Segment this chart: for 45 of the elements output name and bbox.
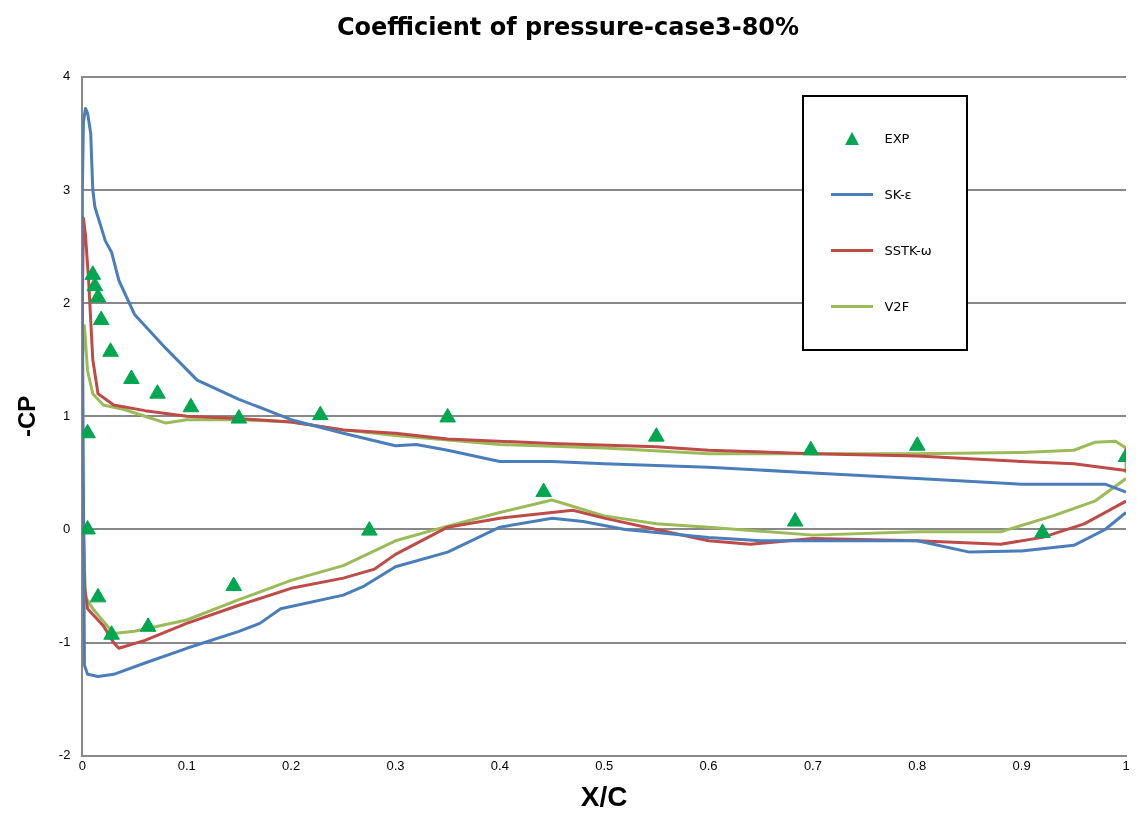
y-tick-label: 1 xyxy=(63,407,71,423)
x-tick-label: 1 xyxy=(1122,758,1130,774)
y-tick-label: 0 xyxy=(63,521,71,537)
y-tick-label: 3 xyxy=(63,181,71,197)
point xyxy=(230,409,248,424)
x-tick-label: 0.6 xyxy=(699,758,718,774)
point xyxy=(92,310,110,326)
x-tick-label: 0.8 xyxy=(908,758,927,774)
x-tick-label: 0.5 xyxy=(595,758,614,774)
point xyxy=(102,342,119,357)
y-axis-title: -CP xyxy=(13,395,41,437)
y-tick-label: -1 xyxy=(58,634,71,650)
point xyxy=(786,512,804,527)
point xyxy=(648,427,665,442)
point xyxy=(103,625,120,640)
y-tick-label: 4 xyxy=(63,68,71,84)
x-tick-label: 0.2 xyxy=(282,758,301,774)
legend-label: SK-ε xyxy=(884,187,912,203)
point xyxy=(225,576,242,592)
legend-label: EXP xyxy=(884,131,910,147)
legend-label: SSTK-ω xyxy=(884,243,932,259)
x-tick-label: 0.9 xyxy=(1012,758,1031,774)
point xyxy=(139,617,157,632)
point xyxy=(802,440,820,456)
point xyxy=(535,482,552,498)
x-axis-title: X/C xyxy=(580,780,628,812)
x-tick-label: 0.4 xyxy=(490,758,509,774)
chart-title: Coefficient of pressure-case3-80% xyxy=(336,12,800,41)
point xyxy=(182,397,200,413)
point xyxy=(908,436,926,451)
point xyxy=(149,384,166,399)
point xyxy=(84,265,102,280)
x-tick-label: 0.3 xyxy=(386,758,405,774)
point xyxy=(439,407,456,423)
y-tick-label: 2 xyxy=(63,294,71,310)
point xyxy=(361,521,378,536)
x-tick-label: 0 xyxy=(78,758,86,774)
y-tick-label: -2 xyxy=(58,747,71,763)
point xyxy=(1034,523,1051,538)
point xyxy=(312,405,329,421)
x-tick-label: 0.7 xyxy=(803,758,822,774)
point xyxy=(123,369,140,384)
point xyxy=(89,587,107,603)
legend-label: V2F xyxy=(884,299,910,315)
x-tick-label: 0.1 xyxy=(177,758,196,774)
